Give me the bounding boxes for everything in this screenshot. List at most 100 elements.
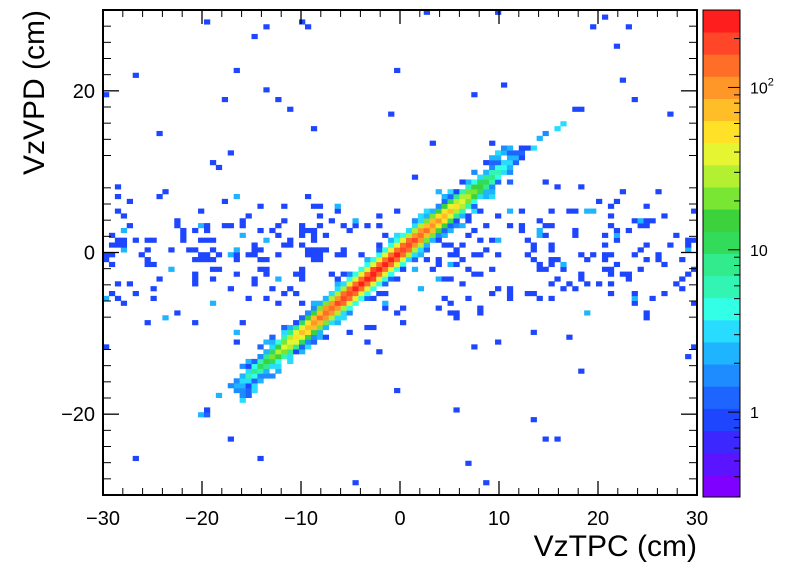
heatmap-cell — [316, 257, 324, 263]
heatmap-cell — [281, 203, 288, 209]
heatmap-cell — [554, 126, 561, 132]
heatmap-cell — [578, 252, 585, 258]
heatmap-cell — [328, 300, 335, 306]
heatmap-cell — [613, 198, 621, 204]
heatmap-cell — [536, 232, 543, 238]
heatmap-cell — [459, 208, 466, 214]
heatmap-cell — [560, 121, 567, 127]
heatmap-cell — [441, 223, 448, 229]
heatmap-cell — [316, 334, 324, 340]
heatmap-cell — [441, 194, 448, 200]
heatmap-cell — [500, 164, 508, 171]
heatmap-cell — [400, 232, 407, 238]
heatmap-cell — [649, 295, 656, 301]
heatmap-cell — [530, 145, 537, 151]
heatmap-cell — [316, 247, 324, 253]
heatmap-cell — [376, 261, 383, 268]
heatmap-cell — [441, 276, 448, 282]
heatmap-cell — [542, 232, 549, 238]
heatmap-cell — [394, 208, 401, 214]
heatmap-cell — [340, 247, 347, 253]
heatmap-cell — [168, 247, 175, 253]
color-scale-segment — [703, 408, 740, 431]
heatmap-cell — [643, 218, 650, 224]
y-axis-label: VzVPD (cm) — [18, 10, 51, 175]
heatmap-cell — [471, 203, 478, 209]
heatmap-cell — [691, 300, 698, 306]
heatmap-cell — [233, 194, 240, 200]
heatmap-cell — [483, 174, 490, 180]
heatmap-cell — [625, 227, 632, 234]
heatmap-cell — [506, 291, 514, 297]
heatmap-cell — [566, 334, 573, 340]
heatmap-cell — [120, 242, 128, 248]
heatmap-cell — [352, 480, 359, 486]
heatmap-cell — [209, 276, 217, 282]
heatmap-cell — [192, 320, 199, 326]
heatmap-cell — [376, 223, 383, 229]
heatmap-cell — [352, 286, 359, 292]
heatmap-cell — [144, 247, 151, 253]
heatmap-cell — [518, 155, 526, 161]
heatmap-cell — [661, 213, 668, 219]
heatmap-cell — [382, 261, 389, 268]
heatmap-cell — [215, 164, 223, 171]
heatmap-cell — [316, 223, 324, 229]
heatmap-cell — [215, 392, 223, 398]
color-scale-segment — [703, 98, 740, 122]
heatmap-cell — [435, 232, 442, 238]
heatmap-cell — [299, 276, 306, 282]
heatmap-cell — [120, 213, 128, 219]
heatmap-cell — [334, 252, 341, 258]
heatmap-cell — [471, 189, 478, 195]
heatmap-cell — [251, 281, 258, 287]
heatmap-cell — [358, 286, 365, 292]
heatmap-cell — [203, 407, 211, 413]
heatmap-cell — [637, 247, 644, 253]
heatmap-cell — [441, 218, 448, 224]
heatmap-cell — [239, 218, 246, 224]
heatmap-cell — [192, 276, 199, 282]
heatmap-cell — [388, 276, 395, 282]
heatmap-cell — [221, 198, 229, 204]
heatmap-cell — [251, 242, 258, 248]
heatmap-cell — [388, 271, 395, 277]
heatmap-cell — [388, 252, 395, 258]
heatmap-cell — [346, 310, 353, 316]
heatmap-cell — [554, 257, 561, 263]
heatmap-cell — [186, 247, 193, 253]
heatmap-cell — [536, 261, 543, 268]
heatmap-cell — [328, 218, 335, 224]
heatmap-cell — [489, 160, 496, 166]
heatmap-cell — [316, 315, 324, 321]
heatmap-cell — [530, 242, 537, 248]
heatmap-cell — [221, 97, 229, 103]
heatmap-cell — [269, 339, 276, 345]
heatmap-cell — [435, 261, 442, 268]
heatmap-cell — [328, 310, 335, 316]
heatmap-cell — [263, 237, 270, 243]
heatmap-cell — [334, 208, 341, 214]
heatmap-cell — [322, 315, 330, 321]
heatmap-cell — [340, 271, 347, 277]
heatmap-cell — [685, 354, 692, 360]
heatmap-cell — [251, 33, 258, 40]
heatmap-cell — [417, 286, 425, 292]
heatmap-cell — [322, 232, 330, 238]
heatmap-cell — [447, 213, 454, 219]
x-tick-label: 20 — [587, 508, 609, 530]
heatmap-cell — [203, 252, 211, 258]
heatmap-cell — [447, 227, 454, 234]
heatmap-cell — [607, 266, 615, 272]
heatmap-cell — [679, 257, 686, 263]
heatmap-cell — [691, 237, 698, 243]
heatmap-cell — [132, 72, 139, 78]
heatmap-cell — [281, 339, 288, 345]
heatmap-cell — [423, 208, 430, 214]
heatmap-cell — [144, 237, 151, 243]
heatmap-cell — [542, 266, 549, 272]
heatmap-cell — [239, 373, 246, 379]
heatmap-cell — [554, 276, 561, 282]
heatmap-cell — [465, 218, 472, 224]
heatmap-cell — [495, 174, 502, 180]
